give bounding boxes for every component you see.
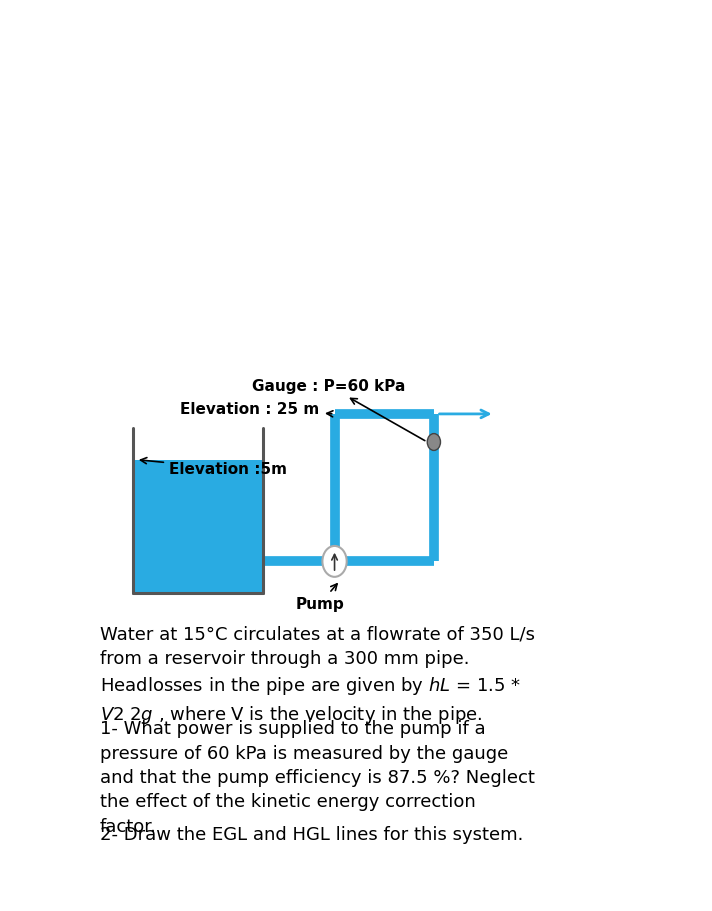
Text: 2- Draw the EGL and HGL lines for this system.: 2- Draw the EGL and HGL lines for this s… bbox=[100, 824, 523, 843]
Circle shape bbox=[323, 547, 347, 578]
Text: Elevation :5m: Elevation :5m bbox=[140, 458, 287, 476]
Text: Water at 15°C circulates at a flowrate of 350 L/s
from a reservoir through a 300: Water at 15°C circulates at a flowrate o… bbox=[100, 625, 535, 725]
Text: 1- What power is supplied to the pump if a
pressure of 60 kPa is measured by the: 1- What power is supplied to the pump if… bbox=[100, 720, 535, 834]
Text: Gauge : P=60 kPa: Gauge : P=60 kPa bbox=[252, 379, 425, 441]
Text: Elevation : 25 m: Elevation : 25 m bbox=[180, 402, 333, 417]
Bar bbox=[133, 460, 263, 593]
Circle shape bbox=[427, 435, 441, 451]
Text: Pump: Pump bbox=[296, 584, 345, 611]
